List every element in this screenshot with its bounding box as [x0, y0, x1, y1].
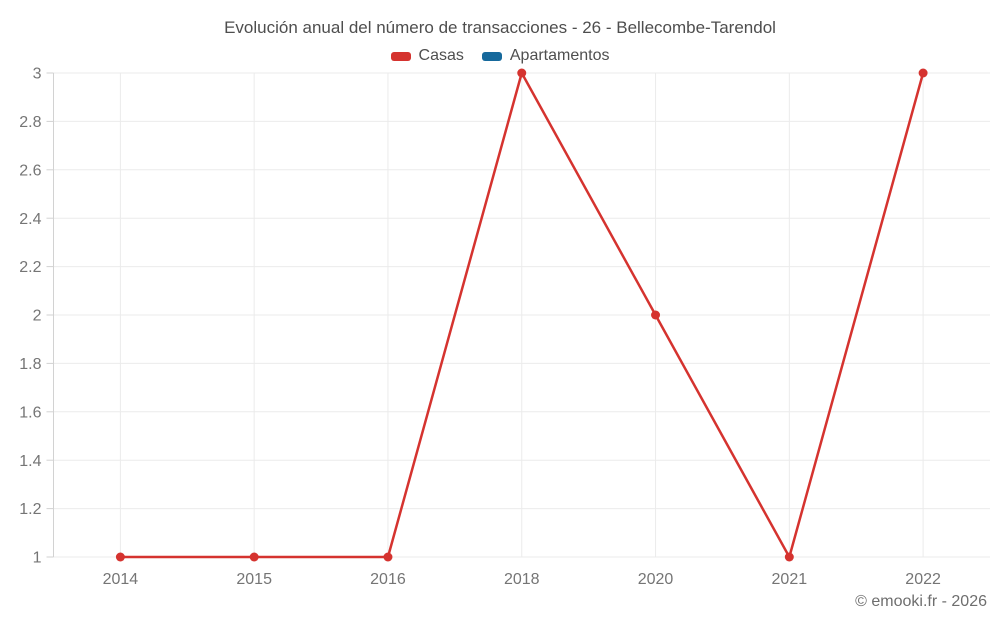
- data-point-casas-2020: [651, 310, 661, 320]
- x-tick-label: 2022: [905, 571, 941, 588]
- data-point-casas-2021: [784, 552, 794, 562]
- x-tick-label: 2020: [638, 571, 674, 588]
- x-tick-label: 2021: [772, 571, 808, 588]
- y-tick-label: 1: [33, 550, 42, 567]
- data-point-casas-2022: [918, 68, 928, 78]
- apartamentos-series-swatch-icon: [481, 51, 502, 61]
- y-tick-label: 2: [33, 308, 42, 325]
- chart-title: Evolución anual del número de transaccio…: [224, 18, 776, 37]
- footer-credit: © emooki.fr - 2026: [855, 593, 987, 610]
- legend-label-casas: Casas: [418, 47, 464, 64]
- x-tick-label: 2016: [370, 571, 406, 588]
- y-tick-label: 2.8: [19, 114, 41, 131]
- y-tick-label: 1.8: [19, 356, 41, 373]
- legend-item-casas[interactable]: Casas: [390, 47, 464, 65]
- x-tick-label: 2014: [103, 571, 139, 588]
- data-point-casas-2015: [249, 552, 259, 562]
- data-point-casas-2016: [383, 552, 393, 562]
- y-tick-label: 2.4: [19, 211, 41, 228]
- legend-label-apartamentos: Apartamentos: [509, 47, 610, 64]
- y-tick-label: 3: [33, 66, 42, 83]
- x-tick-label: 2018: [504, 571, 540, 588]
- x-tick-label: 2015: [236, 571, 272, 588]
- data-point-casas-2018: [517, 68, 527, 78]
- y-tick-label: 1.2: [19, 501, 41, 518]
- legend-item-apartamentos[interactable]: Apartamentos: [481, 47, 610, 65]
- y-tick-label: 2.6: [19, 162, 41, 179]
- chart-legend: Casas Apartamentos: [0, 47, 1000, 65]
- y-tick-label: 1.4: [19, 453, 41, 470]
- data-point-casas-2014: [115, 552, 125, 562]
- y-tick-label: 2.2: [19, 259, 41, 276]
- y-tick-label: 1.6: [19, 404, 41, 421]
- casas-series-swatch-icon: [390, 51, 411, 61]
